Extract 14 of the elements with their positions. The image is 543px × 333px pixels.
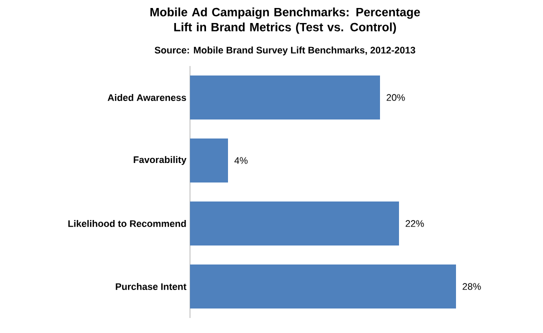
y-tick-label: Purchase Intent bbox=[116, 283, 186, 290]
bar bbox=[190, 138, 228, 183]
data-label: 20% bbox=[386, 94, 405, 101]
chart-subtitle: Source: Mobile Brand Survey Lift Benchmarks, 2012-2013 bbox=[154, 46, 416, 56]
bar bbox=[190, 264, 456, 309]
y-tick-label: Favorability bbox=[134, 156, 186, 165]
data-label: 28% bbox=[462, 283, 481, 290]
bar bbox=[190, 76, 380, 120]
data-label: 22% bbox=[406, 220, 424, 227]
chart-title: Mobile Ad Campaign Benchmarks: Percentage Lift in Brand Metrics (Test vs. Control) bbox=[150, 8, 420, 34]
y-tick-label: Aided Awareness bbox=[108, 94, 186, 101]
y-tick-label: Likelihood to Recommend bbox=[68, 220, 186, 227]
data-label: 4% bbox=[234, 157, 248, 164]
bar bbox=[190, 202, 399, 246]
